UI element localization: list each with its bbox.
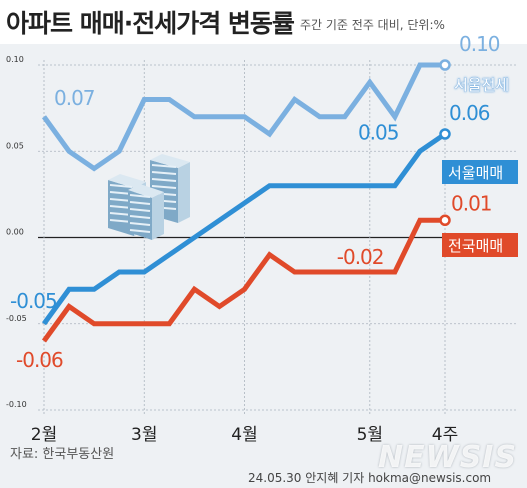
series-line xyxy=(41,131,447,326)
source-note: 자료: 한국부동산원 xyxy=(10,447,115,462)
building-window-row xyxy=(151,171,177,175)
building-roof xyxy=(150,154,190,168)
data-label: -0.05 xyxy=(10,289,57,313)
series-line xyxy=(41,62,445,172)
building-window-row xyxy=(151,178,177,182)
credit-line: 24.05.30 안지혜 기자 hokma@newsis.com xyxy=(248,471,492,485)
y-tick-label: -0.05 xyxy=(6,314,27,323)
data-label: 0.06 xyxy=(449,101,490,125)
building-window-row xyxy=(129,208,151,212)
y-tick-label: 0.00 xyxy=(6,228,24,237)
chart-title: 아파트 매매·전세가격 변동률 xyxy=(6,9,295,38)
building-window-row xyxy=(151,185,177,189)
series-end-marker xyxy=(439,59,451,71)
x-tick-label: 5월 xyxy=(357,425,383,445)
x-tick-label: 2월 xyxy=(31,425,57,445)
building-window-row xyxy=(151,164,177,168)
series-tag-bg xyxy=(442,160,518,184)
series-tag-bg xyxy=(442,233,518,257)
building-window-row xyxy=(129,229,151,233)
data-label: 0.01 xyxy=(451,191,492,215)
y-tick-label: -0.10 xyxy=(6,400,27,409)
building-side xyxy=(178,162,190,223)
data-label: 0.10 xyxy=(459,32,500,56)
data-label: -0.02 xyxy=(337,245,384,269)
x-tick-label: 4주 xyxy=(432,425,458,445)
x-tick-label: 4월 xyxy=(231,425,257,445)
building-window-row xyxy=(129,222,151,226)
data-label: -0.06 xyxy=(16,348,63,372)
series-name-tag: 서울전세 xyxy=(454,76,509,94)
series-end-marker xyxy=(439,214,451,226)
building-window-row xyxy=(109,184,133,188)
building-window-row xyxy=(129,201,151,205)
data-label: 0.07 xyxy=(54,86,95,110)
label-layer: 0.07 0.10 0.05 0.06 -0.05 -0.02 0.01 -0.06 서울전세서… xyxy=(10,32,518,372)
series-name-tag: 전국매매 xyxy=(448,237,503,255)
x-tick-label: 3월 xyxy=(131,425,157,445)
y-tick-label: 0.10 xyxy=(6,55,24,64)
building-roof xyxy=(128,184,164,198)
series-name-tag: 서울매매 xyxy=(448,164,503,182)
newsis-watermark: NEWSIS xyxy=(378,440,518,475)
y-tick-label: 0.05 xyxy=(6,141,24,150)
building-roof xyxy=(108,174,146,188)
series-layer xyxy=(41,59,451,343)
apartment-building-icon xyxy=(108,154,190,240)
header-bar: 아파트 매매·전세가격 변동률 주간 기준 전주 대비, 단위:% xyxy=(0,0,527,44)
series-line xyxy=(41,217,445,343)
building-window-row xyxy=(129,215,151,219)
data-label: 0.05 xyxy=(358,120,399,144)
building-side xyxy=(152,192,164,240)
grid-layer: 0.10 0.05 0.00 -0.05 -0.10 2월 3월 4월 5월 4주 xyxy=(6,55,518,445)
building-window-row xyxy=(129,194,151,198)
series-end-marker xyxy=(439,128,451,140)
chart-subtitle: 주간 기준 전주 대비, 단위:% xyxy=(300,18,445,32)
